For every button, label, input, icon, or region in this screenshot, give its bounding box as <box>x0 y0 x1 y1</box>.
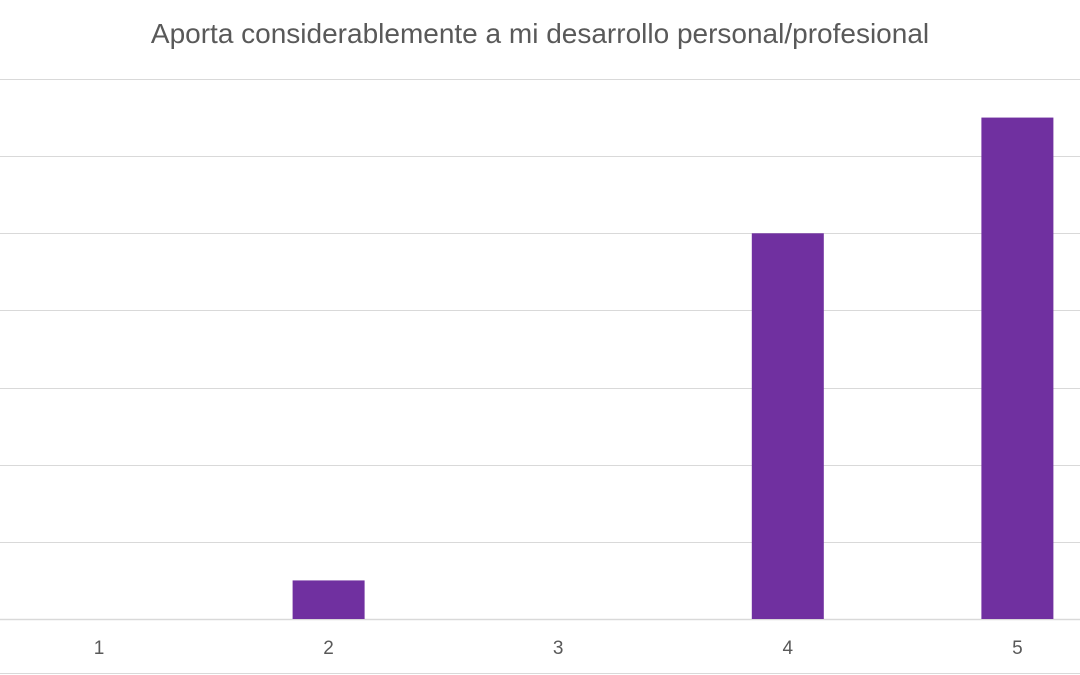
chart-title: Aporta considerablemente a mi desarrollo… <box>150 18 930 49</box>
x-tick-label-5: 5 <box>1012 638 1023 659</box>
x-tick-label-4: 4 <box>783 638 794 659</box>
x-tick-label-2: 2 <box>323 638 334 659</box>
gridlines <box>0 79 1080 674</box>
x-tick-labels: 1 2 3 4 5 <box>94 638 1023 659</box>
x-tick-label-3: 3 <box>553 638 564 659</box>
bar-4 <box>751 233 824 620</box>
bar-5 <box>981 117 1054 620</box>
bar-2 <box>292 580 365 619</box>
x-tick-label-1: 1 <box>94 638 105 659</box>
bars <box>292 117 1054 620</box>
